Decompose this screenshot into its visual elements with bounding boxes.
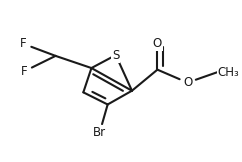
Text: F: F [20,37,26,50]
Text: Br: Br [93,126,106,139]
Text: F: F [21,65,28,78]
Text: S: S [112,49,120,62]
Text: O: O [183,76,192,89]
Text: O: O [153,37,162,50]
Text: CH₃: CH₃ [218,66,239,79]
